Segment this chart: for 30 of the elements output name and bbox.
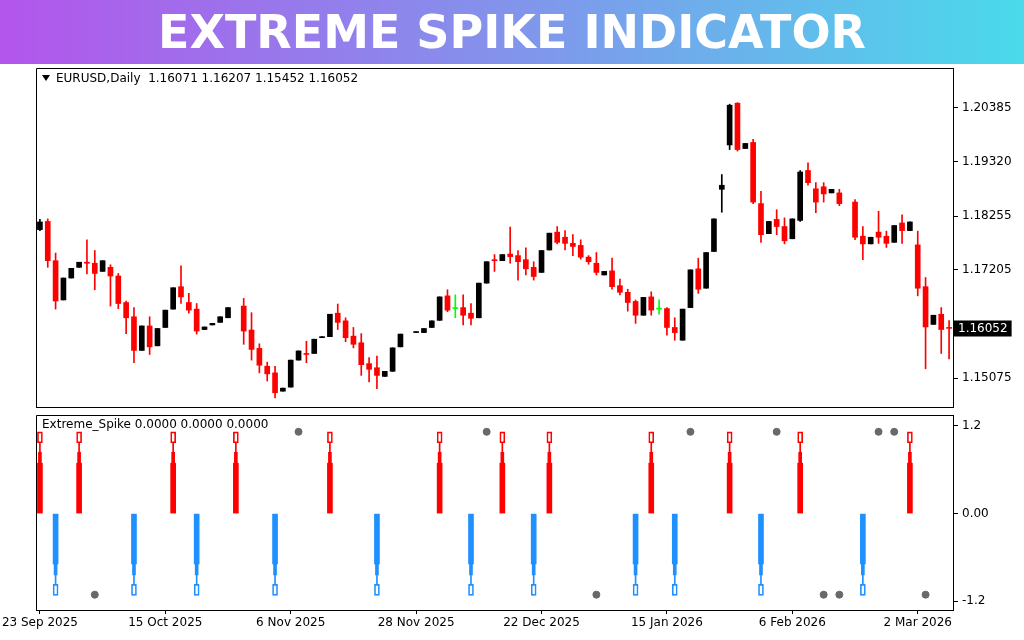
x-tick-label: 28 Nov 2025 [377, 615, 455, 630]
y-tick-label: 1.19320 [962, 153, 1012, 168]
x-tick-label: 15 Jan 2026 [630, 615, 703, 630]
candlestick [860, 226, 866, 261]
candlestick [452, 294, 459, 319]
x-tick-label: 22 Dec 2025 [503, 615, 580, 630]
chart-subtitle: EURUSD,Daily 1.16071 1.16207 1.15452 1.16052 [56, 71, 359, 85]
x-tick-label: 23 Sep 2025 [1, 615, 78, 630]
chart-title: Extreme_Spike 0.0000 0.0000 0.0000 [42, 417, 269, 431]
text: 1.16052 [958, 320, 1008, 335]
candlestick [671, 317, 678, 341]
x-tick-label: 6 Nov 2025 [256, 615, 326, 630]
candlestick [718, 174, 725, 213]
y-tick-label: 1.17205 [962, 261, 1012, 276]
y-tick-label: 1.15075 [962, 370, 1012, 385]
y-tick-label: 1.20385 [962, 99, 1012, 114]
x-tick-label: 6 Feb 2026 [758, 615, 826, 630]
candlestick [84, 239, 90, 275]
x-tick-label: 15 Oct 2025 [128, 615, 203, 630]
y-tick-label: -1.2 [962, 593, 986, 608]
candlestick [570, 234, 576, 256]
chart-title: EXTREME SPIKE INDICATOR [0, 0, 1024, 64]
candlestick [507, 226, 514, 264]
y-tick-label: 1.18255 [962, 208, 1012, 223]
y-tick-label: 1.2 [962, 418, 982, 433]
candlestick [899, 214, 905, 244]
candlestick [946, 320, 952, 360]
candlestick [515, 250, 521, 281]
y-tick-label: 0.00 [962, 505, 989, 520]
x-tick-label: 2 Mar 2026 [883, 615, 952, 630]
